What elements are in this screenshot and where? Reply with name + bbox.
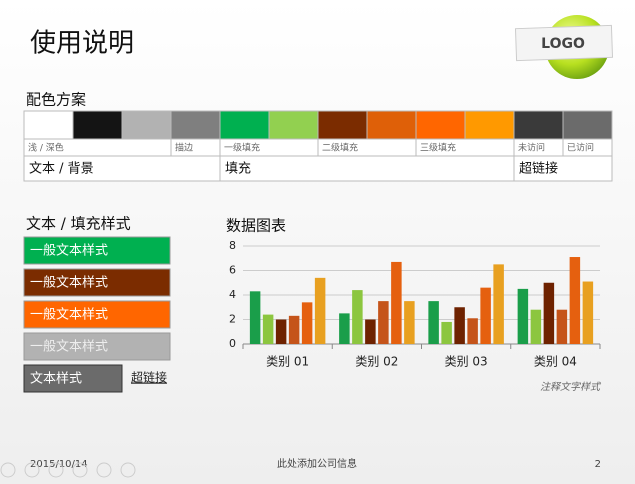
- swatch: [415, 110, 466, 140]
- role-label: 超链接: [519, 161, 558, 177]
- styles-heading: 文本 / 填充样式: [26, 215, 131, 233]
- style-button-label: 一般文本样式: [30, 275, 108, 291]
- swatch-label: 已访问: [567, 142, 594, 154]
- style-button: [23, 332, 171, 361]
- swatch-label: 三级填充: [420, 142, 456, 154]
- role-cell: [23, 155, 221, 182]
- y-tick-label: 4: [229, 288, 236, 301]
- page-number: 2: [595, 459, 601, 470]
- swatch: [513, 110, 564, 140]
- x-tick-label: 类别 02: [355, 355, 398, 369]
- swatch: [268, 110, 319, 140]
- swatch-label: 描边: [175, 142, 193, 154]
- bar: [454, 307, 465, 344]
- bar: [493, 264, 504, 344]
- bar: [339, 313, 350, 344]
- bar: [249, 291, 261, 344]
- bar: [314, 277, 326, 344]
- style-button: [23, 364, 123, 393]
- swatch: [72, 110, 123, 140]
- y-tick-label: 8: [229, 239, 236, 252]
- role-label: 填充: [225, 161, 251, 177]
- x-tick-label: 类别 04: [534, 355, 577, 369]
- style-button-label: 文本样式: [30, 372, 82, 387]
- bar: [365, 319, 376, 344]
- chart-title: 数据图表: [226, 217, 286, 235]
- bar: [467, 318, 478, 344]
- x-tick-label: 类别 01: [266, 355, 309, 369]
- bar: [556, 309, 568, 344]
- bar: [530, 309, 542, 344]
- bar: [288, 315, 300, 344]
- bar: [404, 301, 415, 344]
- bar: [582, 281, 594, 344]
- swatch: [23, 110, 74, 140]
- bar: [275, 319, 287, 344]
- role-cell: [219, 155, 515, 182]
- title: 使用说明: [30, 29, 134, 59]
- style-button-label: 一般文本样式: [30, 307, 108, 323]
- y-tick-label: 0: [229, 337, 236, 350]
- y-tick-label: 2: [229, 313, 236, 326]
- swatch: [562, 110, 613, 140]
- style-button: [23, 268, 171, 297]
- logo-tag: [514, 24, 614, 62]
- style-button-label: 一般文本样式: [30, 243, 108, 259]
- bar: [569, 257, 581, 344]
- role-label: 文本 / 背景: [29, 162, 94, 177]
- bar: [301, 302, 313, 344]
- swatch-label: 一级填充: [224, 142, 260, 154]
- bar: [428, 301, 439, 344]
- bar: [391, 261, 402, 344]
- swatch-label: 未访问: [518, 142, 545, 154]
- swatch: [219, 110, 270, 140]
- link[interactable]: 超链接: [131, 370, 167, 385]
- palette-heading: 配色方案: [26, 91, 86, 109]
- x-tick-label: 类别 03: [445, 355, 488, 369]
- swatch: [121, 110, 172, 140]
- bar: [378, 301, 389, 344]
- bar: [352, 290, 363, 344]
- style-button: [23, 300, 171, 329]
- logo-text: LOGO: [541, 36, 585, 52]
- footer-date: 2015/10/14: [30, 459, 88, 470]
- role-cell: [513, 155, 613, 182]
- swatch: [464, 110, 515, 140]
- nav-icons[interactable]: [0, 462, 136, 478]
- annotation: 注释文字样式: [540, 381, 602, 393]
- swatch: [366, 110, 417, 140]
- swatch: [317, 110, 368, 140]
- footer-company: 此处添加公司信息: [277, 457, 357, 470]
- swatch-label: 浅 / 深色: [28, 142, 64, 154]
- bar: [262, 314, 274, 344]
- swatch-label: 二级填充: [322, 142, 358, 154]
- bar: [441, 321, 452, 344]
- style-button-label: 一般文本样式: [30, 339, 108, 355]
- bar: [517, 288, 529, 344]
- style-button: [23, 236, 171, 265]
- bar: [543, 282, 555, 344]
- swatch: [170, 110, 221, 140]
- y-tick-label: 6: [229, 264, 236, 277]
- bar: [480, 287, 491, 344]
